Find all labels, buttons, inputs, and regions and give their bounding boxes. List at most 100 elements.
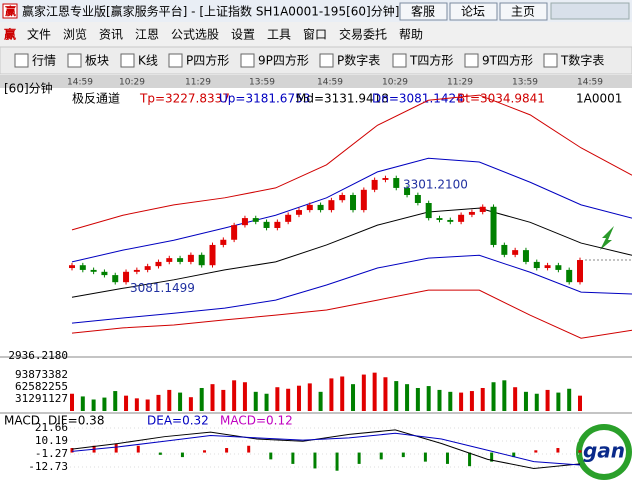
volume-bar: [491, 382, 496, 411]
volume-bar: [232, 380, 237, 411]
candle-body: [155, 261, 162, 267]
tool-button[interactable]: P数字表: [337, 53, 380, 68]
tool-button[interactable]: K线: [138, 54, 158, 68]
candle-body: [479, 206, 486, 212]
candle-body: [566, 269, 573, 283]
volume-bar: [242, 382, 247, 411]
tool-button[interactable]: 9T四方形: [482, 53, 533, 68]
volume-bar: [80, 396, 85, 411]
legend-entry: Md=3131.9418: [296, 92, 389, 106]
menu-item[interactable]: 工具: [267, 28, 291, 42]
candle-body: [458, 214, 465, 222]
legend-entry: Up=3181.6753: [219, 92, 310, 106]
volume-bar: [329, 378, 334, 411]
time-axis-bar: [0, 75, 632, 88]
candle-body: [274, 221, 281, 228]
candle-body: [393, 178, 400, 188]
price-annotation: 3081.1499: [130, 281, 195, 295]
menu-item[interactable]: 帮助: [399, 28, 423, 42]
legend-entry: Dn=3081.1424: [372, 92, 464, 106]
menu-item[interactable]: 浏览: [63, 27, 87, 42]
menu-item[interactable]: 设置: [231, 28, 255, 42]
volume-bar: [286, 388, 291, 411]
candle-body: [263, 221, 270, 228]
time-label: 11:29: [447, 78, 473, 88]
menu-item[interactable]: 文件: [27, 27, 51, 42]
indicator-name: 极反通道: [72, 92, 120, 106]
tool-button[interactable]: 行情: [32, 54, 56, 68]
button-frame[interactable]: [499, 2, 548, 21]
volume-bar: [351, 384, 356, 411]
volume-bar: [296, 385, 301, 411]
volume-bar: [534, 393, 539, 411]
y-tick-label: 2936.2180: [8, 349, 68, 362]
volume-bar: [394, 381, 399, 411]
volume-bar: [502, 380, 507, 411]
time-label: 11:29: [185, 78, 211, 88]
candle-body: [360, 189, 367, 211]
tool-button[interactable]: T四方形: [409, 53, 453, 68]
volume-bar: [545, 389, 550, 411]
price-annotation: 3301.2100: [403, 177, 468, 191]
tool-button[interactable]: 9P四方形: [258, 53, 309, 68]
y-tick-label: -1.27: [35, 447, 68, 460]
candle-body: [490, 206, 497, 245]
button-frame[interactable]: [449, 2, 498, 21]
volume-bar: [372, 372, 377, 411]
menu-item[interactable]: 窗口: [303, 28, 327, 42]
window-controls[interactable]: [550, 2, 630, 20]
tool-icon: [464, 53, 479, 68]
volume-bar: [361, 374, 366, 411]
volume-bar: [210, 384, 215, 411]
band-line: [71, 157, 632, 263]
menu-item[interactable]: 交易委托: [339, 27, 387, 42]
tool-icon: [543, 53, 558, 68]
volume-bar: [70, 393, 74, 411]
candle-body: [447, 219, 454, 222]
tool-icon: [392, 53, 407, 68]
y-tick-label: 62582255: [15, 380, 68, 393]
volume-bar: [113, 391, 118, 411]
time-label: 14:59: [67, 78, 93, 88]
chart-period: [60]分钟: [4, 81, 53, 96]
tool-button[interactable]: P四方形: [186, 53, 229, 68]
candle-body: [425, 203, 432, 219]
time-label: 13:59: [249, 78, 275, 88]
candle-body: [414, 194, 421, 204]
volume-bar: [253, 391, 258, 411]
tool-button[interactable]: 板块: [85, 54, 109, 68]
candle-body: [533, 261, 540, 269]
volume-bar: [426, 386, 431, 411]
window-button[interactable]: 论坛: [461, 5, 485, 19]
window-button[interactable]: 客服: [411, 4, 435, 19]
volume-bar: [134, 398, 139, 411]
app-icon: [2, 3, 18, 19]
candle-body: [339, 194, 346, 201]
menu-item[interactable]: 资讯: [99, 28, 123, 42]
candle-body: [544, 265, 551, 269]
menu-item[interactable]: 公式选股: [171, 28, 219, 42]
band-line: [71, 94, 632, 231]
menu-item[interactable]: 江恩: [135, 28, 159, 42]
candle-body: [123, 271, 130, 283]
band-line: [71, 289, 632, 339]
candle-body: [241, 218, 248, 226]
tool-button[interactable]: T数字表: [560, 53, 604, 68]
y-tick-label: 31291127: [15, 392, 68, 405]
volume-bar: [221, 389, 226, 411]
volume-bar: [513, 387, 518, 411]
arrow-icon: [600, 226, 614, 250]
window-button[interactable]: 主页: [511, 5, 535, 19]
volume-bar: [178, 392, 183, 411]
volume-bar: [469, 391, 474, 411]
tool-icon: [14, 53, 29, 68]
candle-body: [382, 178, 389, 180]
button-frame[interactable]: [399, 2, 448, 21]
volume-bar: [578, 395, 582, 411]
legend-entry: MACD=0.12: [220, 414, 293, 428]
code-label: 1A0001: [576, 92, 622, 106]
candle-body: [252, 218, 259, 222]
time-label: 14:59: [317, 78, 343, 88]
candle-body: [209, 244, 216, 266]
candle-body: [306, 204, 313, 211]
